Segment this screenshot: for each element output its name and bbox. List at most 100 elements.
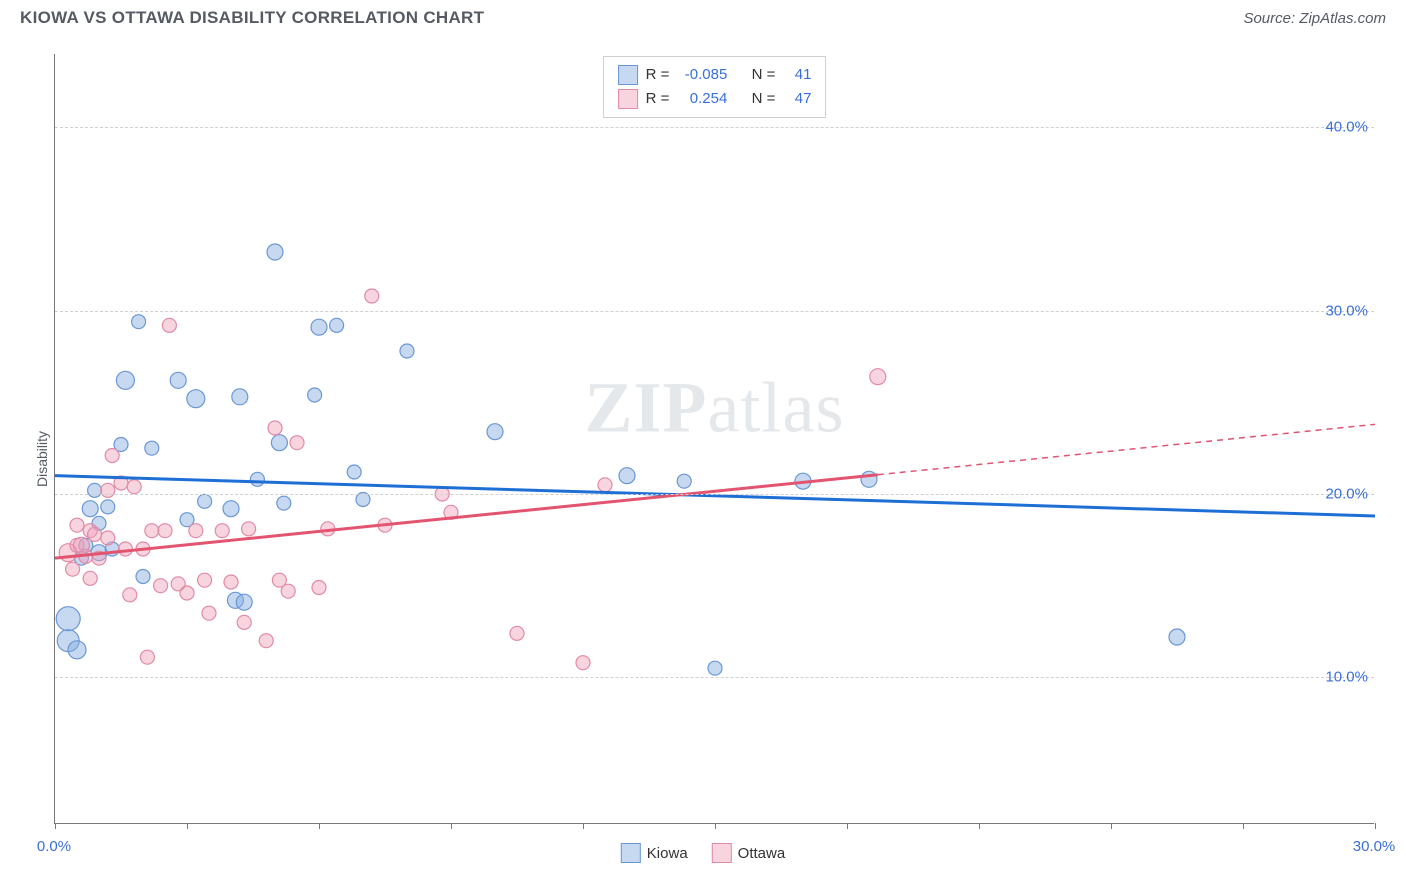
legend-n-label: N = xyxy=(752,87,776,111)
data-point xyxy=(870,369,886,385)
data-point xyxy=(145,441,159,455)
data-point xyxy=(105,449,119,463)
legend-n-value: 41 xyxy=(783,63,811,87)
data-point xyxy=(576,656,590,670)
data-point xyxy=(708,661,722,675)
data-point xyxy=(347,465,361,479)
data-point xyxy=(236,594,252,610)
legend-r-label: R = xyxy=(646,87,670,111)
legend-label: Ottawa xyxy=(738,845,786,862)
x-tick xyxy=(1375,823,1376,829)
data-point xyxy=(1169,629,1185,645)
y-tick-label: 40.0% xyxy=(1325,119,1368,136)
data-point xyxy=(118,542,132,556)
legend-item: Kiowa xyxy=(621,843,688,863)
data-point xyxy=(330,318,344,332)
data-point xyxy=(88,483,102,497)
legend-item: Ottawa xyxy=(712,843,786,863)
data-point xyxy=(198,494,212,508)
legend-r-value: 0.254 xyxy=(677,87,727,111)
data-point xyxy=(170,372,186,388)
data-point xyxy=(66,562,80,576)
y-axis-label: Disability xyxy=(34,431,50,487)
x-tick xyxy=(1243,823,1244,829)
legend-label: Kiowa xyxy=(647,845,688,862)
data-point xyxy=(224,575,238,589)
data-point xyxy=(365,289,379,303)
data-point xyxy=(162,318,176,332)
data-point xyxy=(308,388,322,402)
data-point xyxy=(116,371,134,389)
data-point xyxy=(123,588,137,602)
chart-title: KIOWA VS OTTAWA DISABILITY CORRELATION C… xyxy=(20,8,484,28)
data-point xyxy=(101,500,115,514)
data-point xyxy=(215,524,229,538)
data-point xyxy=(101,531,115,545)
data-point xyxy=(127,480,141,494)
y-tick-label: 30.0% xyxy=(1325,302,1368,319)
data-point xyxy=(88,527,102,541)
x-tick-label: 30.0% xyxy=(1353,838,1396,855)
data-point xyxy=(619,468,635,484)
data-point xyxy=(598,478,612,492)
legend-swatch xyxy=(618,89,638,109)
correlation-legend: R =-0.085 N =41R =0.254 N =47 xyxy=(603,56,827,118)
data-point xyxy=(487,424,503,440)
data-point xyxy=(290,436,304,450)
data-point xyxy=(268,421,282,435)
data-point xyxy=(250,472,264,486)
data-point xyxy=(189,524,203,538)
legend-swatch xyxy=(618,65,638,85)
plot-svg xyxy=(55,54,1374,823)
legend-row: R =-0.085 N =41 xyxy=(618,63,812,87)
chart-header: KIOWA VS OTTAWA DISABILITY CORRELATION C… xyxy=(0,0,1406,28)
data-point xyxy=(136,570,150,584)
data-point xyxy=(83,571,97,585)
x-tick xyxy=(1111,823,1112,829)
gridline xyxy=(55,494,1374,495)
data-point xyxy=(223,501,239,517)
data-point xyxy=(259,634,273,648)
plot-area: ZIPatlas R =-0.085 N =41R =0.254 N =47 1… xyxy=(54,54,1374,824)
data-point xyxy=(198,573,212,587)
gridline xyxy=(55,677,1374,678)
gridline xyxy=(55,127,1374,128)
data-point xyxy=(510,626,524,640)
data-point xyxy=(101,483,115,497)
chart-source: Source: ZipAtlas.com xyxy=(1243,10,1386,27)
data-point xyxy=(232,389,248,405)
data-point xyxy=(132,315,146,329)
data-point xyxy=(140,650,154,664)
legend-n-value: 47 xyxy=(783,87,811,111)
data-point xyxy=(271,435,287,451)
data-point xyxy=(281,584,295,598)
trend-line xyxy=(55,476,1375,516)
y-tick-label: 20.0% xyxy=(1325,486,1368,503)
data-point xyxy=(400,344,414,358)
x-tick xyxy=(979,823,980,829)
x-tick xyxy=(55,823,56,829)
x-tick xyxy=(715,823,716,829)
data-point xyxy=(145,524,159,538)
x-tick xyxy=(319,823,320,829)
data-point xyxy=(158,524,172,538)
data-point xyxy=(154,579,168,593)
x-tick xyxy=(187,823,188,829)
trend-line-extension xyxy=(878,424,1375,474)
data-point xyxy=(277,496,291,510)
y-tick-label: 10.0% xyxy=(1325,669,1368,686)
x-tick xyxy=(847,823,848,829)
gridline xyxy=(55,311,1374,312)
data-point xyxy=(180,586,194,600)
legend-swatch xyxy=(621,843,641,863)
x-tick xyxy=(451,823,452,829)
x-tick-label: 0.0% xyxy=(37,838,71,855)
x-tick xyxy=(583,823,584,829)
data-point xyxy=(677,474,691,488)
legend-n-label: N = xyxy=(752,63,776,87)
legend-row: R = 0.254 N = 47 xyxy=(618,87,812,111)
data-point xyxy=(68,641,86,659)
data-point xyxy=(70,518,84,532)
data-point xyxy=(56,607,80,631)
data-point xyxy=(82,501,98,517)
